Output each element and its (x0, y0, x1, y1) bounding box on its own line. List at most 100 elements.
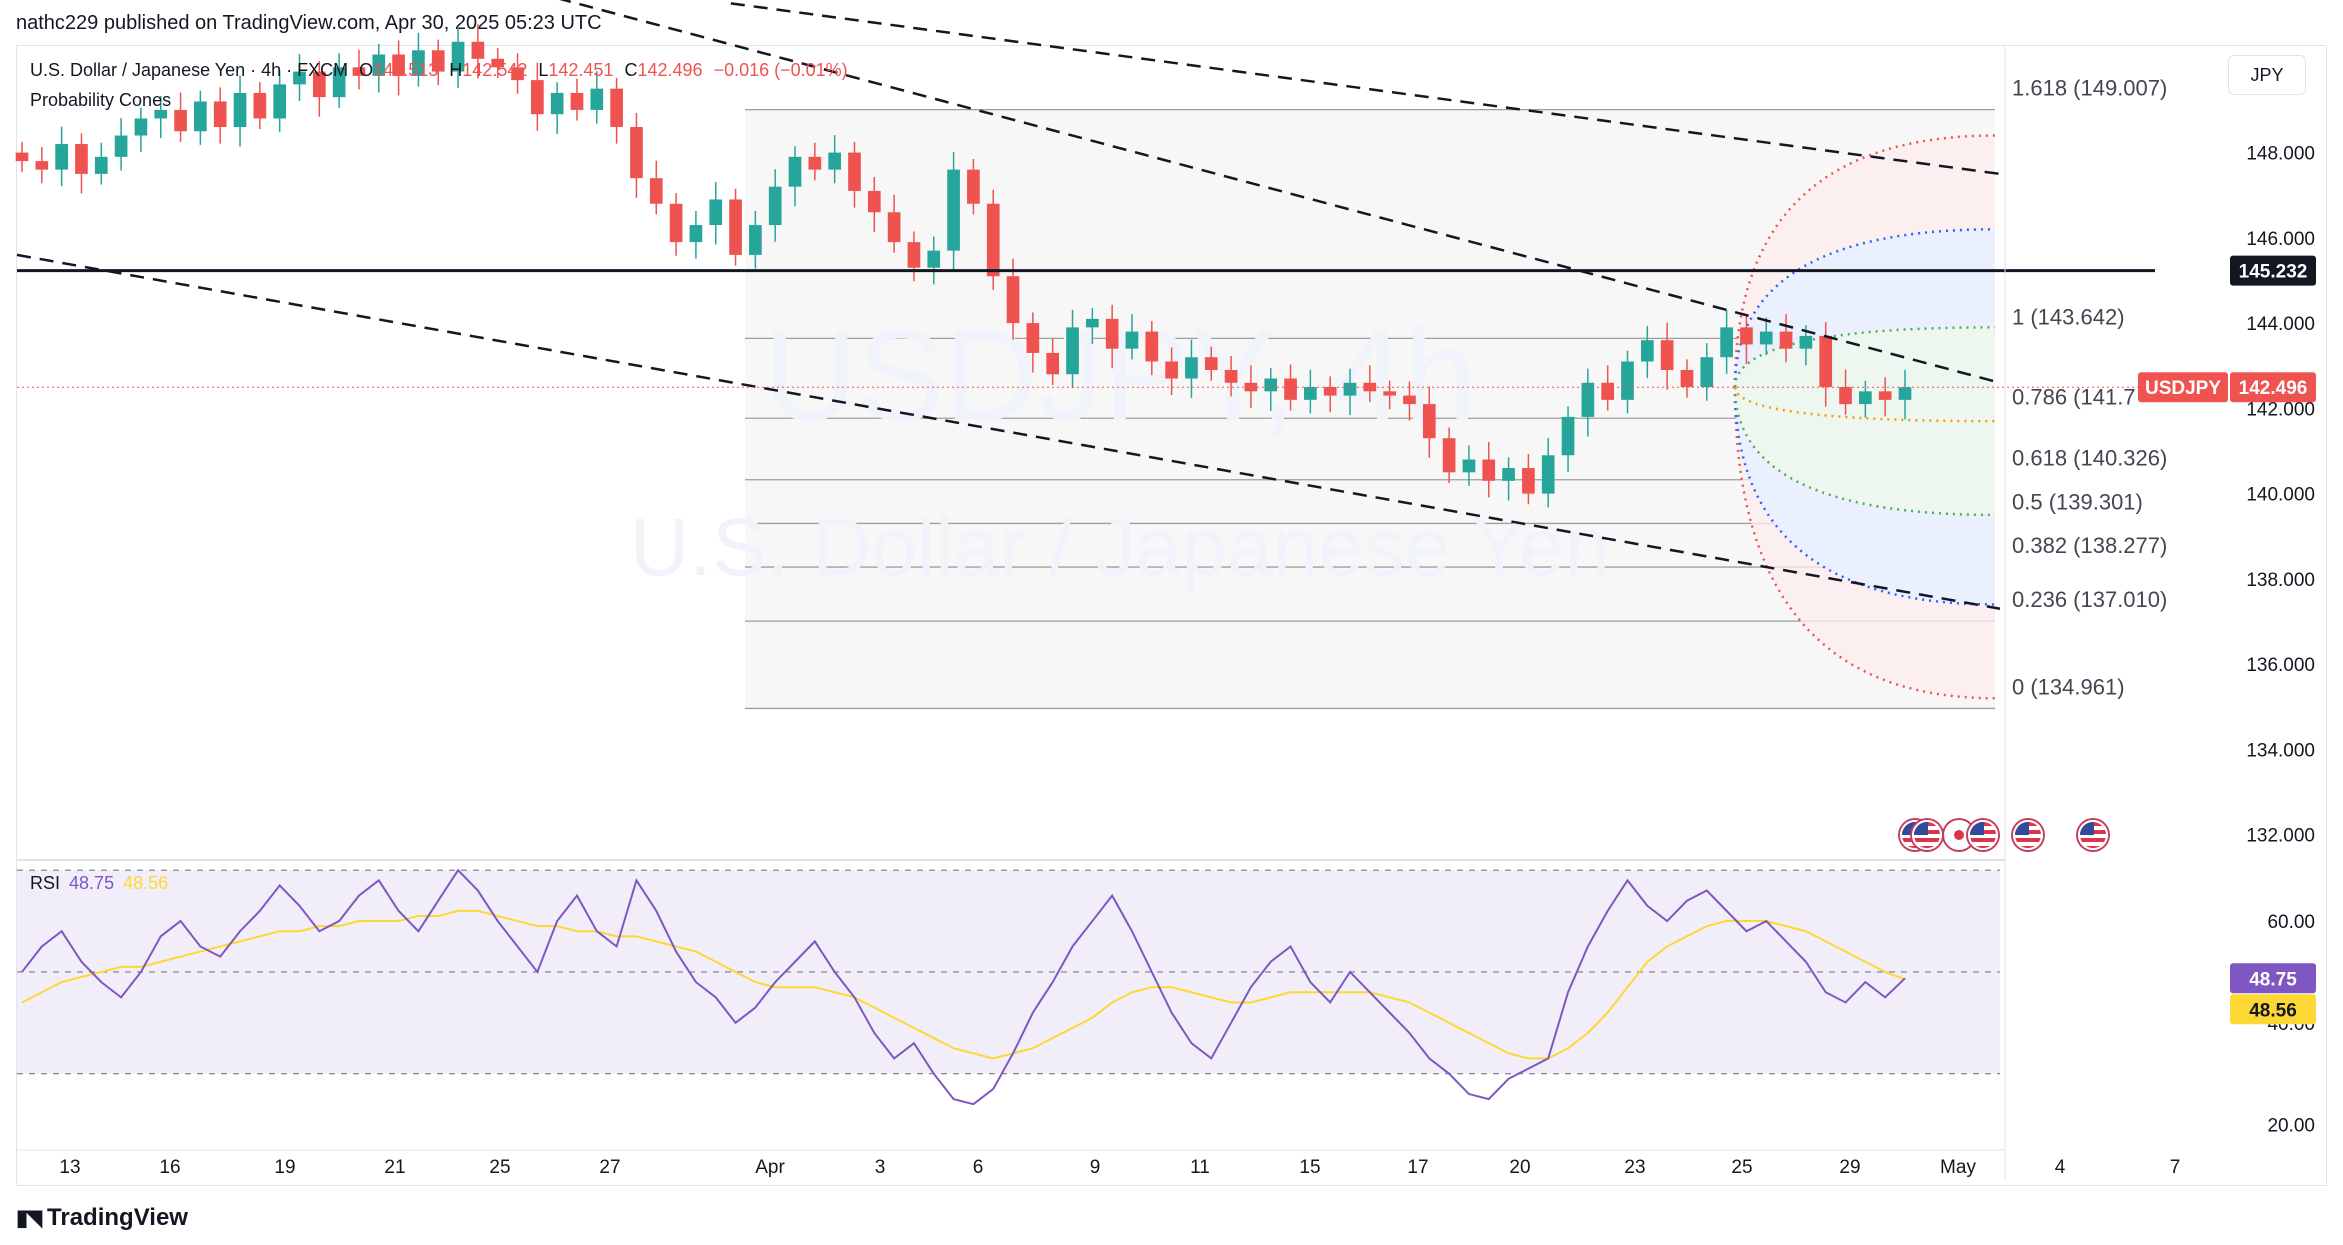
trendline[interactable] (16, 253, 2001, 610)
candle-body[interactable] (1343, 382, 1357, 396)
trendline[interactable] (513, 0, 2001, 384)
candle-body[interactable] (610, 88, 623, 127)
candle-body[interactable] (1125, 331, 1139, 349)
candle-body[interactable] (1304, 387, 1317, 400)
candle-body[interactable] (154, 109, 168, 119)
trendlines[interactable] (16, 0, 2001, 610)
candle-body[interactable] (1442, 438, 1456, 473)
candle-body[interactable] (372, 54, 386, 76)
candle-body[interactable] (1700, 357, 1714, 388)
candle-body[interactable] (749, 225, 762, 255)
candle-body[interactable] (1779, 331, 1793, 349)
candle-body[interactable] (649, 178, 663, 204)
candle-body[interactable] (967, 169, 980, 204)
candle-body[interactable] (1403, 395, 1416, 405)
candle-body[interactable] (451, 41, 465, 72)
candle-body[interactable] (550, 92, 564, 115)
candle-body[interactable] (412, 50, 425, 76)
chart-area[interactable] (16, 45, 2327, 1186)
candle-body[interactable] (1462, 459, 1476, 473)
us-flag-icon[interactable] (2013, 820, 2043, 850)
time-axis[interactable]: 13 16 19 21 25 27 Apr 3 6 9 11 15 17 20 23 25 29 May 4 7 (17, 1149, 2180, 1178)
candle-body[interactable] (1185, 357, 1198, 379)
trendline[interactable] (730, 2, 2001, 176)
candle-body[interactable] (1244, 382, 1258, 392)
candle-body[interactable] (1066, 327, 1079, 375)
candle-body[interactable] (1759, 331, 1773, 345)
candle-body[interactable] (669, 203, 683, 243)
candle-body[interactable] (1581, 382, 1595, 417)
candle-body[interactable] (114, 135, 128, 157)
candle-body[interactable] (590, 88, 604, 110)
candle-body[interactable] (194, 101, 207, 132)
symbol-description[interactable]: U.S. Dollar / Japanese Yen · 4h · FXCM (30, 60, 349, 80)
candle-body[interactable] (273, 84, 287, 119)
us-flag-icon[interactable] (1968, 820, 1998, 850)
candle-body[interactable] (887, 212, 901, 243)
candle-body[interactable] (55, 144, 68, 170)
price-axis[interactable]: 148.000 146.000 144.000 142.000 140.000 138.0… (2004, 46, 2315, 1180)
candle-body[interactable] (788, 156, 802, 187)
candle-body[interactable] (75, 144, 88, 174)
rsi-ma-line[interactable] (21, 909, 1906, 1060)
candle-body[interactable] (1502, 468, 1515, 481)
us-flag-icon[interactable] (1912, 820, 1942, 850)
tradingview-logo[interactable]: ▮◥ TradingView (16, 1204, 188, 1232)
candle-body[interactable] (352, 67, 366, 76)
candle-body[interactable] (174, 109, 187, 132)
candle-body[interactable] (1085, 318, 1099, 328)
candle-body[interactable] (1621, 361, 1634, 400)
us-flag-icon[interactable] (2078, 820, 2108, 850)
candle-body[interactable] (1026, 323, 1040, 353)
rsi-line[interactable] (21, 868, 1906, 1106)
candle-body[interactable] (768, 186, 782, 226)
candle-body[interactable] (1799, 335, 1813, 349)
candle-body[interactable] (94, 156, 108, 174)
candle-body[interactable] (1165, 361, 1178, 379)
currency-button[interactable]: JPY (2228, 55, 2306, 95)
candle-body[interactable] (1541, 455, 1555, 494)
horizontal-line[interactable] (17, 269, 2155, 388)
candle-body[interactable] (1740, 327, 1753, 345)
candle-body[interactable] (1859, 391, 1872, 405)
candle-body[interactable] (947, 169, 960, 251)
candle-body[interactable] (570, 92, 584, 110)
candle-body[interactable] (1640, 340, 1654, 362)
indicator-legend[interactable]: Probability Cones (30, 90, 172, 110)
candle-body[interactable] (332, 67, 346, 98)
candle-body[interactable] (312, 71, 326, 98)
candle-body[interactable] (293, 71, 306, 85)
candle-body[interactable] (907, 242, 921, 268)
candle-body[interactable] (828, 152, 842, 170)
candle-body[interactable] (1680, 370, 1694, 388)
candle-body[interactable] (808, 156, 822, 170)
candle-body[interactable] (1363, 382, 1377, 392)
candle-body[interactable] (15, 152, 29, 162)
candle-body[interactable] (1720, 327, 1733, 358)
candle-body[interactable] (1522, 468, 1535, 494)
candle-body[interactable] (630, 127, 643, 179)
candle-body[interactable] (867, 190, 881, 213)
candle-body[interactable] (1839, 387, 1852, 405)
candle-body[interactable] (1105, 318, 1119, 349)
candle-body[interactable] (1601, 382, 1615, 400)
candle-body[interactable] (709, 199, 723, 226)
candle-body[interactable] (927, 250, 941, 268)
candlestick-series[interactable] (15, 24, 1912, 508)
candle-body[interactable] (1284, 378, 1297, 400)
candle-body[interactable] (1660, 340, 1674, 370)
candle-body[interactable] (213, 101, 227, 127)
candle-body[interactable] (1264, 378, 1278, 392)
rsi-label[interactable]: RSI (30, 873, 61, 893)
candle-body[interactable] (471, 41, 485, 59)
candle-body[interactable] (1561, 416, 1575, 456)
candle-body[interactable] (1383, 391, 1396, 396)
candle-body[interactable] (1422, 404, 1436, 439)
candle-body[interactable] (689, 225, 703, 243)
candle-body[interactable] (531, 80, 544, 115)
candle-body[interactable] (1006, 276, 1020, 324)
candle-body[interactable] (491, 58, 505, 68)
candle-body[interactable] (233, 92, 247, 127)
